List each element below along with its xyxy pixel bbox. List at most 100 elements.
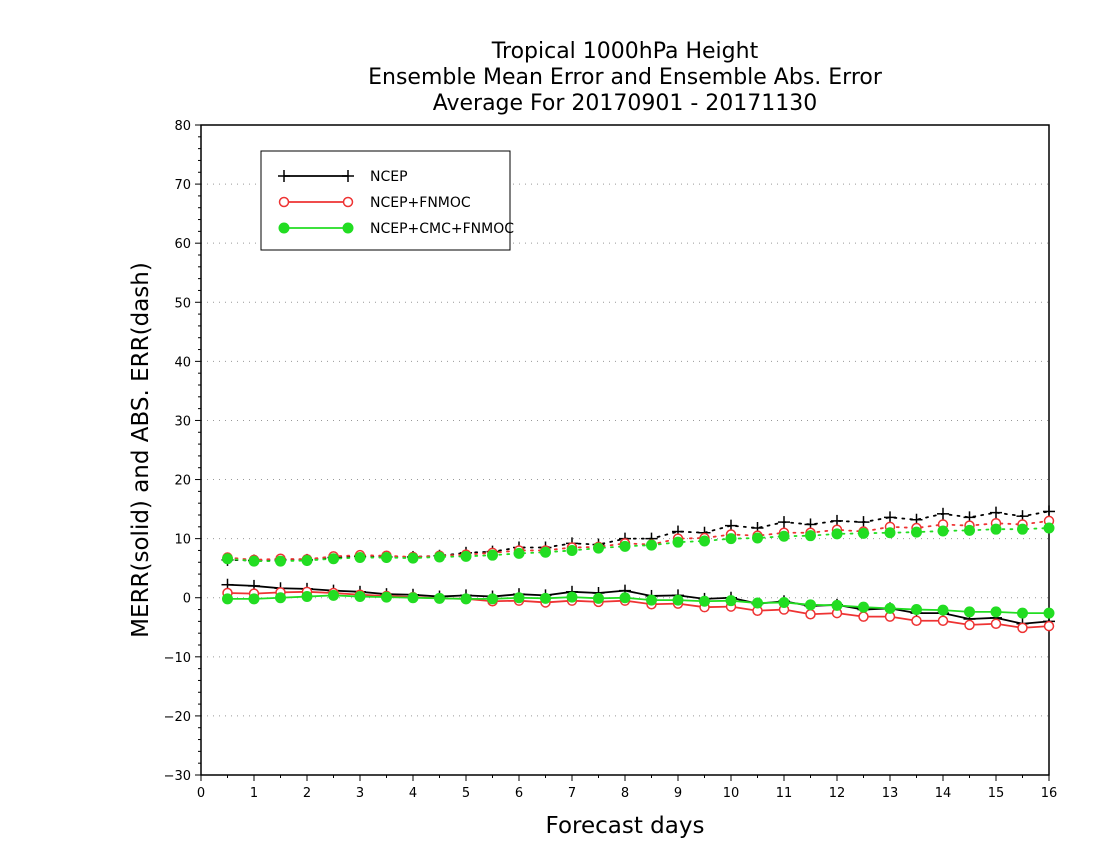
legend-box [260, 150, 511, 251]
y-tick-label: 10 [174, 533, 191, 548]
filled-circle-marker [381, 591, 392, 603]
y-tick-label: 30 [174, 414, 191, 429]
filled-circle-marker [911, 604, 922, 616]
filled-circle-marker [805, 530, 816, 542]
filled-circle-marker [990, 523, 1002, 535]
filled-circle-marker [778, 530, 790, 542]
abs-error-line [226, 510, 1050, 562]
filled-circle-marker [513, 547, 525, 559]
filled-circle-marker [275, 592, 286, 604]
y-tick-label: −10 [164, 651, 191, 666]
filled-circle-marker [1043, 522, 1055, 534]
filled-circle-marker [964, 524, 975, 536]
title-line: Ensemble Mean Error and Ensemble Abs. Er… [368, 65, 883, 90]
filled-circle-marker [301, 591, 313, 603]
filled-circle-marker [1017, 607, 1028, 619]
mean-error-line [227, 594, 1049, 614]
title-line: Average For 20170901 - 20171130 [433, 91, 818, 116]
x-tick-label: 7 [568, 786, 576, 801]
filled-circle-marker [248, 593, 260, 605]
filled-circle-marker [278, 222, 290, 234]
filled-circle-marker [619, 592, 631, 604]
y-axis-label: MERR(solid) and ABS. ERR(dash) [128, 262, 154, 638]
x-tick-label: 0 [197, 786, 205, 801]
y-tick-label: 0 [183, 592, 191, 607]
plus-marker [342, 170, 354, 182]
filled-circle-marker [752, 597, 763, 609]
filled-circle-marker [778, 596, 790, 608]
legend: NCEP NCEP+FNMOC NCEP+CMC+FNMOC [260, 150, 514, 251]
x-tick-label: 6 [515, 786, 523, 801]
filled-circle-marker [513, 592, 525, 604]
filled-circle-marker [407, 592, 419, 604]
grid-lines [201, 183, 1049, 717]
y-tick-label: −30 [164, 769, 191, 784]
y-tick-label: 60 [174, 237, 191, 252]
plus-marker [1043, 505, 1055, 518]
legend-label: NCEP+FNMOC [370, 195, 471, 211]
abs-error-line [226, 520, 1050, 561]
filled-circle-marker [275, 555, 286, 567]
filled-circle-marker [460, 550, 472, 562]
filled-circle-marker [1043, 607, 1055, 619]
filled-circle-marker [1017, 523, 1028, 535]
filled-circle-marker [460, 593, 472, 605]
filled-circle-marker [884, 602, 896, 614]
open-circle-marker [278, 196, 290, 208]
y-tick-label: 70 [174, 178, 191, 193]
filled-circle-marker [342, 222, 354, 234]
x-tick-label: 13 [882, 786, 899, 801]
open-circle-marker [805, 609, 816, 620]
plus-marker [884, 511, 896, 524]
filled-circle-marker [354, 552, 366, 564]
open-circle-marker [911, 615, 922, 627]
filled-circle-marker [725, 595, 737, 607]
filled-circle-marker [672, 536, 684, 548]
filled-circle-marker [540, 592, 551, 604]
x-tick-label: 1 [250, 786, 258, 801]
plus-marker [278, 170, 290, 182]
series-ncep [221, 505, 1055, 630]
x-tick-label: 11 [776, 786, 793, 801]
filled-circle-marker [911, 526, 922, 538]
open-circle-marker [1017, 622, 1028, 634]
open-circle-marker [937, 615, 949, 627]
x-axis-label: Forecast days [546, 813, 705, 839]
filled-circle-marker [646, 539, 657, 551]
filled-circle-marker [831, 599, 843, 611]
filled-circle-marker [937, 604, 949, 616]
mean-error-line [227, 583, 1050, 625]
series-lines [221, 505, 1055, 634]
filled-circle-marker [487, 593, 498, 605]
filled-circle-marker [407, 552, 419, 564]
x-tick-label: 10 [723, 786, 740, 801]
plus-marker [778, 516, 790, 529]
title-line: Tropical 1000hPa Height [491, 39, 759, 64]
x-tick-label: 12 [829, 786, 846, 801]
x-tick-label: 14 [935, 786, 952, 801]
x-tick-label: 9 [674, 786, 682, 801]
filled-circle-marker [222, 593, 233, 605]
filled-circle-marker [593, 542, 604, 554]
filled-circle-marker [964, 606, 975, 618]
filled-circle-marker [937, 525, 949, 537]
x-tick-label: 15 [988, 786, 1005, 801]
filled-circle-marker [381, 552, 392, 564]
filled-circle-marker [566, 544, 578, 556]
y-tick-label: 50 [174, 296, 191, 311]
series-ncep-fnmoc [222, 515, 1055, 634]
open-circle-marker [858, 611, 869, 622]
open-circle-marker [964, 619, 975, 631]
filled-circle-marker [248, 555, 260, 567]
legend-label: NCEP+CMC+FNMOC [370, 221, 514, 237]
legend-label: NCEP [370, 169, 408, 185]
y-tick-label: 80 [174, 119, 191, 134]
open-circle-marker [1043, 620, 1055, 632]
plus-marker [857, 516, 870, 529]
filled-circle-marker [487, 549, 498, 561]
y-tick-label: −20 [164, 710, 191, 725]
plus-marker [937, 507, 949, 520]
